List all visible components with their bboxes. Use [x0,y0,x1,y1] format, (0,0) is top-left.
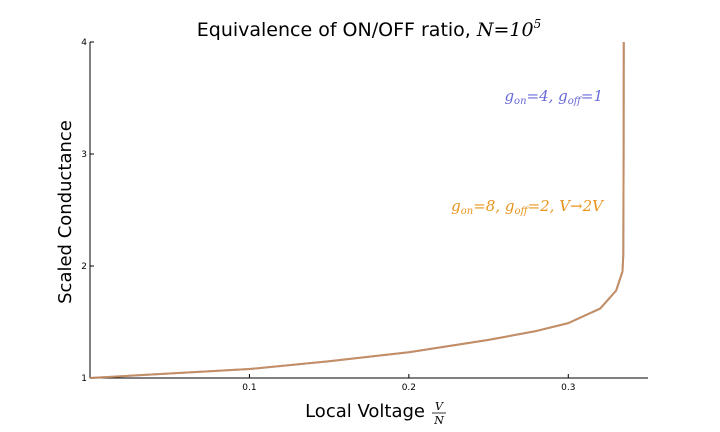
y-tick-label-3: 4 [81,38,87,48]
chart-title: Equivalence of ON/OFF ratio, N=105 [197,17,542,41]
x-tick-label-1: 0.2 [402,383,416,393]
x-axis-label-frac-den: N [433,414,444,427]
axes [89,42,648,379]
y-axis-label: Scaled Conductance [55,120,76,304]
chart-title-exponent: 5 [534,17,542,31]
y-tick-label-2: 3 [81,150,87,160]
chart-title-text: Equivalence of ON/OFF ratio, [197,19,477,41]
annotation-blue: gon=4, goff=1 [504,87,603,107]
x-axis-label-frac-num: V [435,400,444,413]
x-axis-label-text: Local Voltage [305,401,425,422]
chart-title-math: N=10 [476,19,534,41]
y-ticks: 1 2 3 4 [81,38,94,384]
x-tick-label-2: 0.3 [561,383,575,393]
annotation-orange: gon=8, goff=2, V→2V [451,197,605,217]
series-group [89,41,625,379]
x-axis-label: Local Voltage V N [305,400,446,427]
x-tick-label-0: 0.1 [242,383,256,393]
series-line-1 [89,41,625,379]
y-tick-label-0: 1 [81,374,87,384]
y-tick-label-1: 2 [81,262,87,272]
x-ticks: 0.1 0.2 0.3 [242,374,575,393]
